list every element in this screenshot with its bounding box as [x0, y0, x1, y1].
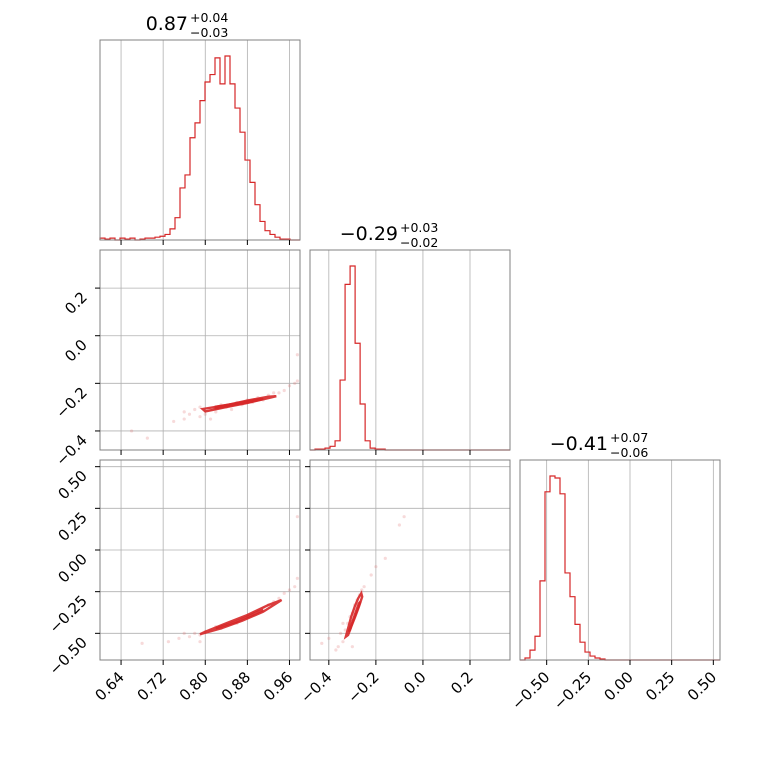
sample-point — [350, 645, 354, 649]
density-contour — [347, 600, 362, 633]
sample-point — [282, 591, 286, 595]
y-tick-label: −0.25 — [46, 592, 91, 637]
x-tick-label: 0.72 — [134, 668, 170, 704]
sample-point — [166, 640, 171, 644]
title-err-minus-1: −0.03 — [190, 25, 228, 40]
y-tick-label: −0.2 — [52, 383, 90, 421]
sample-point — [336, 645, 340, 649]
histogram-step-1 — [99, 55, 300, 241]
histogram-step-2 — [310, 265, 510, 451]
sample-point — [343, 628, 347, 632]
sample-point — [182, 410, 186, 414]
sample-point — [198, 640, 202, 644]
sample-point — [334, 648, 338, 652]
sample-point — [397, 523, 402, 527]
sample-point — [172, 419, 176, 424]
x-tick-label: 0.80 — [176, 668, 212, 704]
sample-point — [140, 641, 144, 645]
sample-point — [341, 640, 345, 644]
y-tick-label: 0.2 — [61, 288, 91, 318]
sample-point — [362, 585, 366, 589]
panel-frame — [99, 249, 301, 451]
title-value-2: −0.29 — [340, 223, 398, 245]
title-value-1: 0.87 — [146, 13, 188, 35]
sample-point — [360, 588, 364, 592]
y-tick-label: 0.0 — [61, 336, 91, 366]
sample-point — [277, 391, 281, 395]
sample-point — [287, 384, 292, 388]
x-tick-label: 0.25 — [642, 668, 678, 704]
sample-point — [327, 636, 331, 640]
x-tick-label: 0.64 — [92, 668, 128, 704]
x-tick-label: 0.00 — [600, 668, 636, 704]
x-tick-label: 0.50 — [684, 668, 720, 704]
sample-point — [182, 417, 186, 421]
sample-point — [182, 631, 186, 635]
sample-point — [402, 515, 406, 519]
y-tick-label: 0.25 — [54, 508, 90, 544]
sample-point — [208, 417, 213, 421]
x-tick-label: −0.50 — [508, 668, 553, 713]
sample-point — [341, 621, 345, 625]
panel-frame — [309, 249, 511, 451]
sample-point — [295, 576, 299, 580]
y-tick-label: 0.50 — [54, 467, 90, 503]
sample-point — [187, 635, 192, 639]
sample-point — [272, 391, 276, 395]
x-tick-label: 0.0 — [400, 668, 430, 698]
title-err-minus-2: −0.02 — [400, 235, 438, 250]
panel-frame — [519, 459, 721, 661]
histogram-step-3 — [520, 475, 720, 661]
sample-point — [203, 412, 207, 416]
panel-frame — [99, 459, 301, 661]
density-contour — [199, 598, 283, 636]
sample-point — [229, 407, 234, 412]
sample-point — [295, 515, 299, 519]
panel-frame — [99, 39, 301, 241]
density-contour — [214, 397, 264, 410]
marks-layer — [99, 55, 720, 661]
panel-frame — [309, 459, 511, 661]
x-tick-label: −0.4 — [297, 668, 335, 706]
title-err-plus-3: +0.07 — [610, 430, 648, 445]
y-tick-label: −0.4 — [52, 431, 90, 469]
sample-point — [193, 631, 197, 635]
sample-point — [295, 379, 299, 383]
x-tick-label: 0.2 — [447, 668, 477, 698]
density-contour — [215, 608, 264, 630]
x-tick-label: 0.88 — [218, 668, 254, 704]
sample-point — [145, 436, 149, 440]
x-tick-label: 0.96 — [260, 668, 296, 704]
sample-point — [320, 641, 324, 645]
sample-point — [293, 381, 297, 385]
sample-point — [293, 585, 297, 589]
sample-point — [193, 407, 197, 412]
y-tick-label: 0.00 — [54, 550, 90, 586]
sample-point — [369, 573, 373, 577]
x-tick-label: −0.25 — [550, 668, 595, 713]
sample-point — [277, 596, 281, 600]
grid-layer — [100, 40, 714, 660]
sample-point — [198, 405, 202, 409]
sample-point — [187, 412, 192, 416]
sample-point — [295, 353, 299, 357]
title-err-minus-3: −0.06 — [610, 445, 648, 460]
sample-point — [282, 388, 286, 393]
x-tick-label: −0.2 — [344, 668, 382, 706]
title-err-plus-1: +0.04 — [190, 10, 228, 25]
sample-point — [214, 410, 218, 414]
sample-point — [129, 429, 134, 433]
title-value-3: −0.41 — [550, 433, 608, 455]
title-err-plus-2: +0.03 — [400, 220, 438, 235]
sample-point — [338, 631, 343, 635]
sample-point — [383, 556, 387, 560]
sample-point — [374, 565, 378, 569]
sample-point — [198, 415, 202, 419]
frames-layer — [95, 39, 721, 665]
sample-point — [287, 588, 292, 592]
y-tick-label: −0.50 — [46, 633, 91, 678]
sample-point — [177, 636, 181, 640]
labels-layer: 0.87 +0.04−0.03−0.29 +0.03−0.02−0.41 +0.07−… — [46, 10, 721, 713]
